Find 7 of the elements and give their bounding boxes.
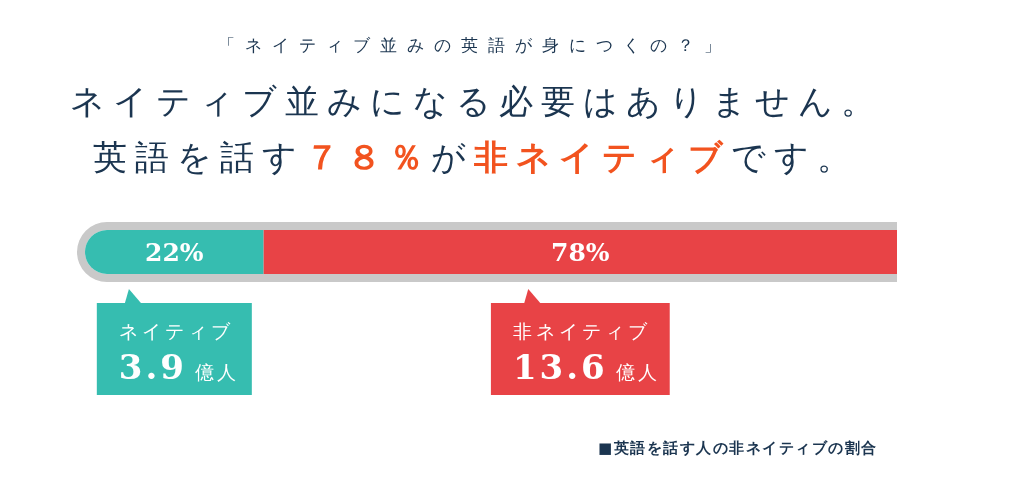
data-label: 78% — [551, 238, 610, 267]
data-label: 22% — [145, 238, 204, 267]
text: ■英語を話す人の非ネイティブの割合 — [598, 439, 878, 457]
chart-subtitle: 「ネイティブ並みの英語が身につくの？」 — [217, 35, 731, 55]
chart-title: ネイティブ並みになる必要はありません。英語を話す７８％が非ネイティブです。 — [69, 81, 883, 177]
legend-label: ネイティブ — [118, 320, 234, 342]
legend-label: 非ネイティブ — [512, 320, 651, 342]
